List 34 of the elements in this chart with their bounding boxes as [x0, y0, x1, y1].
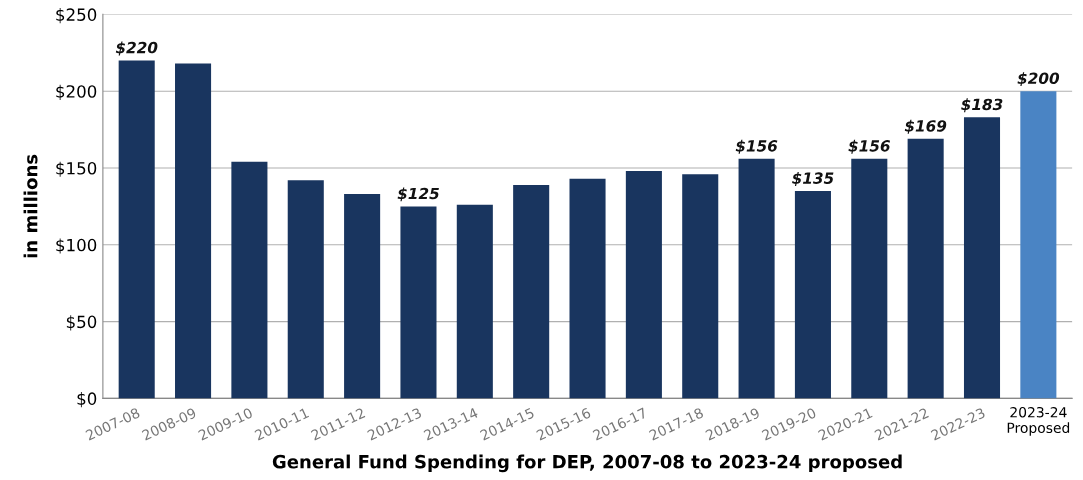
bar: [569, 178, 606, 399]
bar: [738, 158, 775, 399]
bar: [794, 191, 831, 399]
bar: [118, 60, 155, 399]
bar: [682, 174, 719, 399]
data-label: $220: [115, 41, 158, 56]
bar: [1020, 91, 1057, 399]
bar: [456, 204, 493, 399]
bar: [513, 184, 550, 399]
bar: [400, 206, 437, 399]
data-label: $183: [961, 98, 1003, 113]
bar: [851, 158, 888, 399]
y-tick-label: $50: [66, 315, 97, 331]
bar: [175, 63, 212, 399]
data-label: $200: [1017, 72, 1060, 87]
data-label: $125: [397, 187, 439, 202]
y-tick-label: $200: [56, 84, 97, 100]
y-tick-label: $0: [77, 392, 97, 408]
x-tick-label: 2023-24 Proposed: [1007, 406, 1070, 436]
bar: [907, 138, 944, 399]
x-axis-title: General Fund Spending for DEP, 2007-08 to 2023-24 proposed: [272, 454, 902, 473]
data-label: $169: [904, 119, 947, 134]
bar: [963, 117, 1001, 399]
y-tick-label: $100: [56, 238, 97, 254]
bar: [625, 171, 662, 399]
y-tick-label: $250: [56, 8, 97, 24]
data-label: $135: [792, 172, 834, 186]
data-label: $156: [848, 139, 891, 154]
bar: [344, 194, 381, 399]
y-axis-title: in millions: [23, 154, 38, 258]
y-tick-label: $150: [56, 161, 97, 177]
bar: [287, 180, 324, 399]
data-label: $156: [735, 139, 778, 154]
bar: [231, 161, 268, 399]
